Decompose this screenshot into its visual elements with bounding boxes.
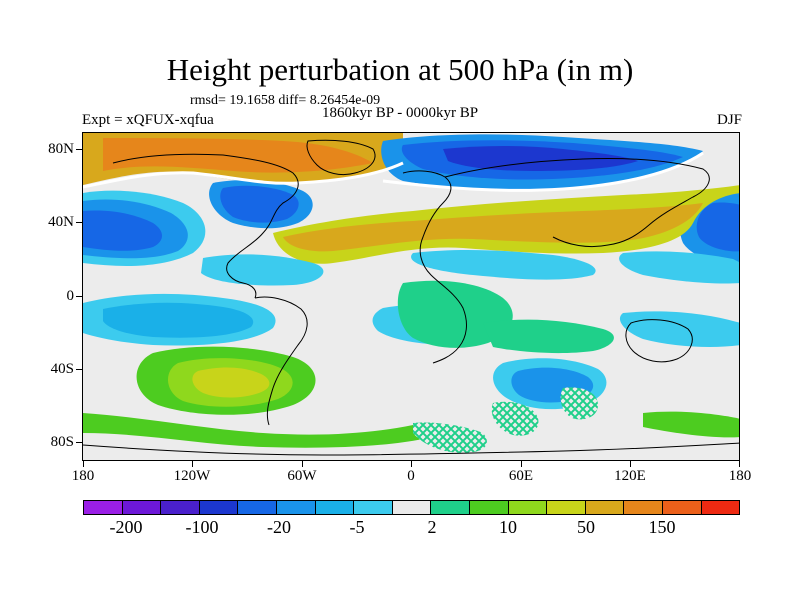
lon-label-60e: 60E bbox=[508, 468, 534, 484]
zero-contours bbox=[83, 151, 704, 192]
positive-anomaly-arctic-west bbox=[83, 133, 403, 185]
antarctica-landmass bbox=[83, 443, 739, 460]
negative-anomaly-eurasia bbox=[381, 134, 703, 191]
plot-title: Height perturbation at 500 hPa (in m) bbox=[166, 52, 634, 87]
positive-anomaly-antarctic bbox=[83, 387, 739, 453]
colorbar-segment bbox=[354, 501, 393, 514]
lon-label-120e: 120E bbox=[614, 468, 646, 484]
colorbar-segment bbox=[276, 501, 316, 514]
lat-label-40s: 40S bbox=[50, 361, 74, 377]
colorbar-label: 10 bbox=[499, 517, 517, 537]
colorbar-label: -5 bbox=[349, 517, 365, 537]
height-perturbation-map bbox=[82, 132, 740, 461]
colorbar-label: 50 bbox=[577, 517, 595, 537]
colorbar-segment bbox=[469, 501, 509, 514]
lat-tick bbox=[76, 296, 82, 297]
colorbar-label: 2 bbox=[427, 517, 437, 537]
colorbar-segment bbox=[585, 501, 625, 514]
season-label: DJF bbox=[716, 112, 742, 128]
colorbar bbox=[83, 500, 740, 515]
map-canvas bbox=[83, 133, 739, 460]
positive-anomaly-midlatitude bbox=[273, 185, 739, 264]
lat-tick bbox=[76, 222, 82, 223]
colorbar-label: -20 bbox=[267, 517, 291, 537]
lat-tick bbox=[76, 442, 82, 443]
colorbar-label: 150 bbox=[648, 517, 676, 537]
lat-tick bbox=[76, 369, 82, 370]
time-period-label: 1860kyr BP - 0000kyr BP bbox=[322, 105, 479, 121]
colorbar-segment bbox=[701, 501, 740, 514]
lon-tick bbox=[630, 461, 631, 467]
lon-label-180e: 180 bbox=[728, 468, 752, 484]
negative-anomaly-north-america bbox=[209, 180, 313, 229]
colorbar-segment bbox=[199, 501, 239, 514]
lat-label-40n: 40N bbox=[48, 214, 74, 230]
experiment-label: Expt = xQFUX-xqfua bbox=[82, 112, 214, 128]
rmsd-diff-stats: rmsd= 19.1658 diff= 8.26454e-09 bbox=[190, 93, 381, 108]
colorbar-segment bbox=[624, 501, 663, 514]
lon-tick bbox=[83, 461, 84, 467]
lon-tick bbox=[411, 461, 412, 467]
colorbar-segment bbox=[161, 501, 200, 514]
colorbar-segment bbox=[122, 501, 162, 514]
positive-anomaly-south-atlantic bbox=[397, 280, 614, 354]
lat-label-0: 0 bbox=[66, 288, 75, 304]
colorbar-segment bbox=[508, 501, 548, 514]
lon-tick bbox=[302, 461, 303, 467]
colorbar-segment bbox=[392, 501, 432, 514]
lat-tick bbox=[76, 149, 82, 150]
lon-label-120w: 120W bbox=[173, 468, 211, 484]
lon-tick bbox=[739, 461, 740, 467]
colorbar-label: -100 bbox=[185, 517, 219, 537]
negative-anomaly-southern-subtropics bbox=[83, 293, 739, 347]
lon-tick bbox=[192, 461, 193, 467]
lon-label-60w: 60W bbox=[287, 468, 317, 484]
negative-anomaly-tropics bbox=[201, 249, 739, 286]
colorbar-segment bbox=[315, 501, 355, 514]
lat-label-80n: 80N bbox=[48, 141, 74, 157]
colorbar-segment bbox=[662, 501, 702, 514]
colorbar-segment bbox=[431, 501, 470, 514]
colorbar-label: -200 bbox=[109, 517, 143, 537]
lat-label-80s: 80S bbox=[50, 434, 74, 450]
colorbar-segment bbox=[238, 501, 277, 514]
lon-tick bbox=[521, 461, 522, 467]
lon-label-0: 0 bbox=[407, 468, 415, 484]
colorbar-segment bbox=[547, 501, 586, 514]
positive-anomaly-southern-pacific bbox=[136, 346, 316, 415]
colorbar-segment bbox=[84, 501, 123, 514]
lon-label-180w: 180 bbox=[71, 468, 95, 484]
coastlines bbox=[83, 139, 739, 456]
